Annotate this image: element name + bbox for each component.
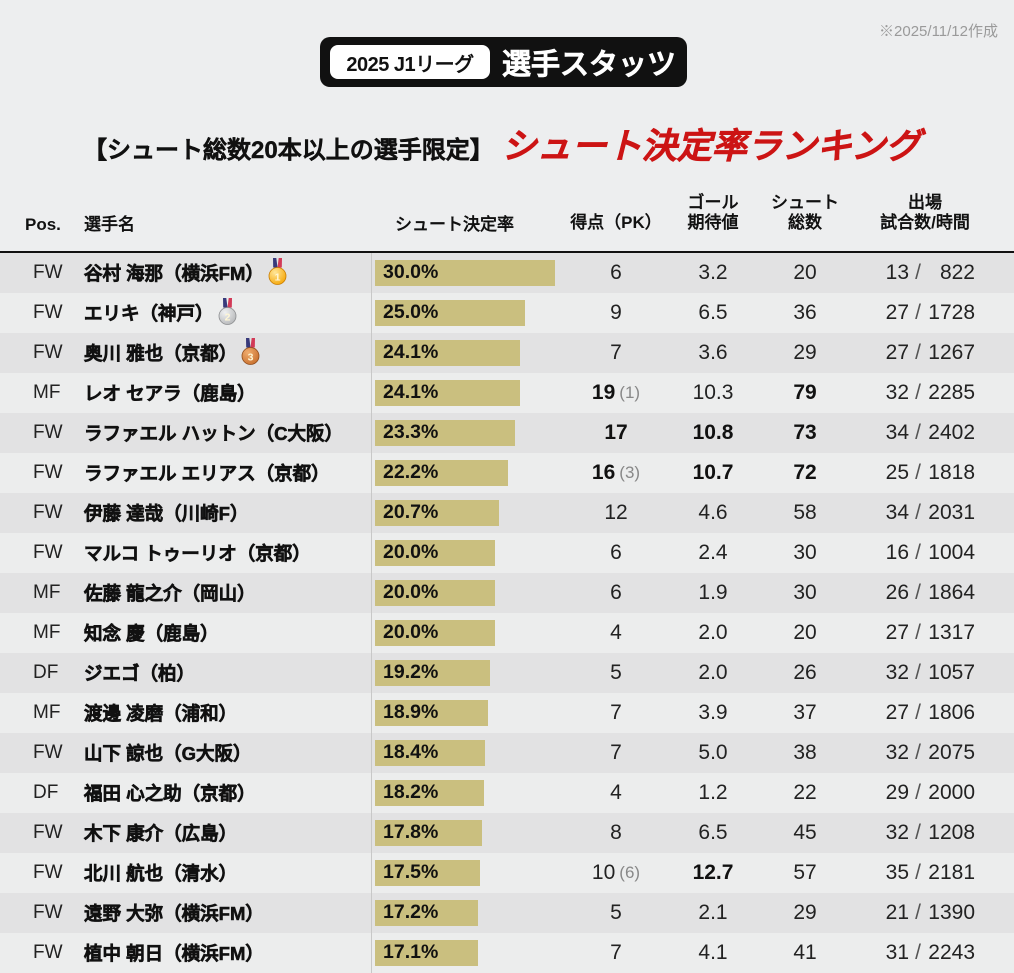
svg-text:2: 2 [224, 311, 230, 323]
svg-text:1: 1 [274, 271, 280, 283]
svg-text:3: 3 [248, 351, 254, 363]
